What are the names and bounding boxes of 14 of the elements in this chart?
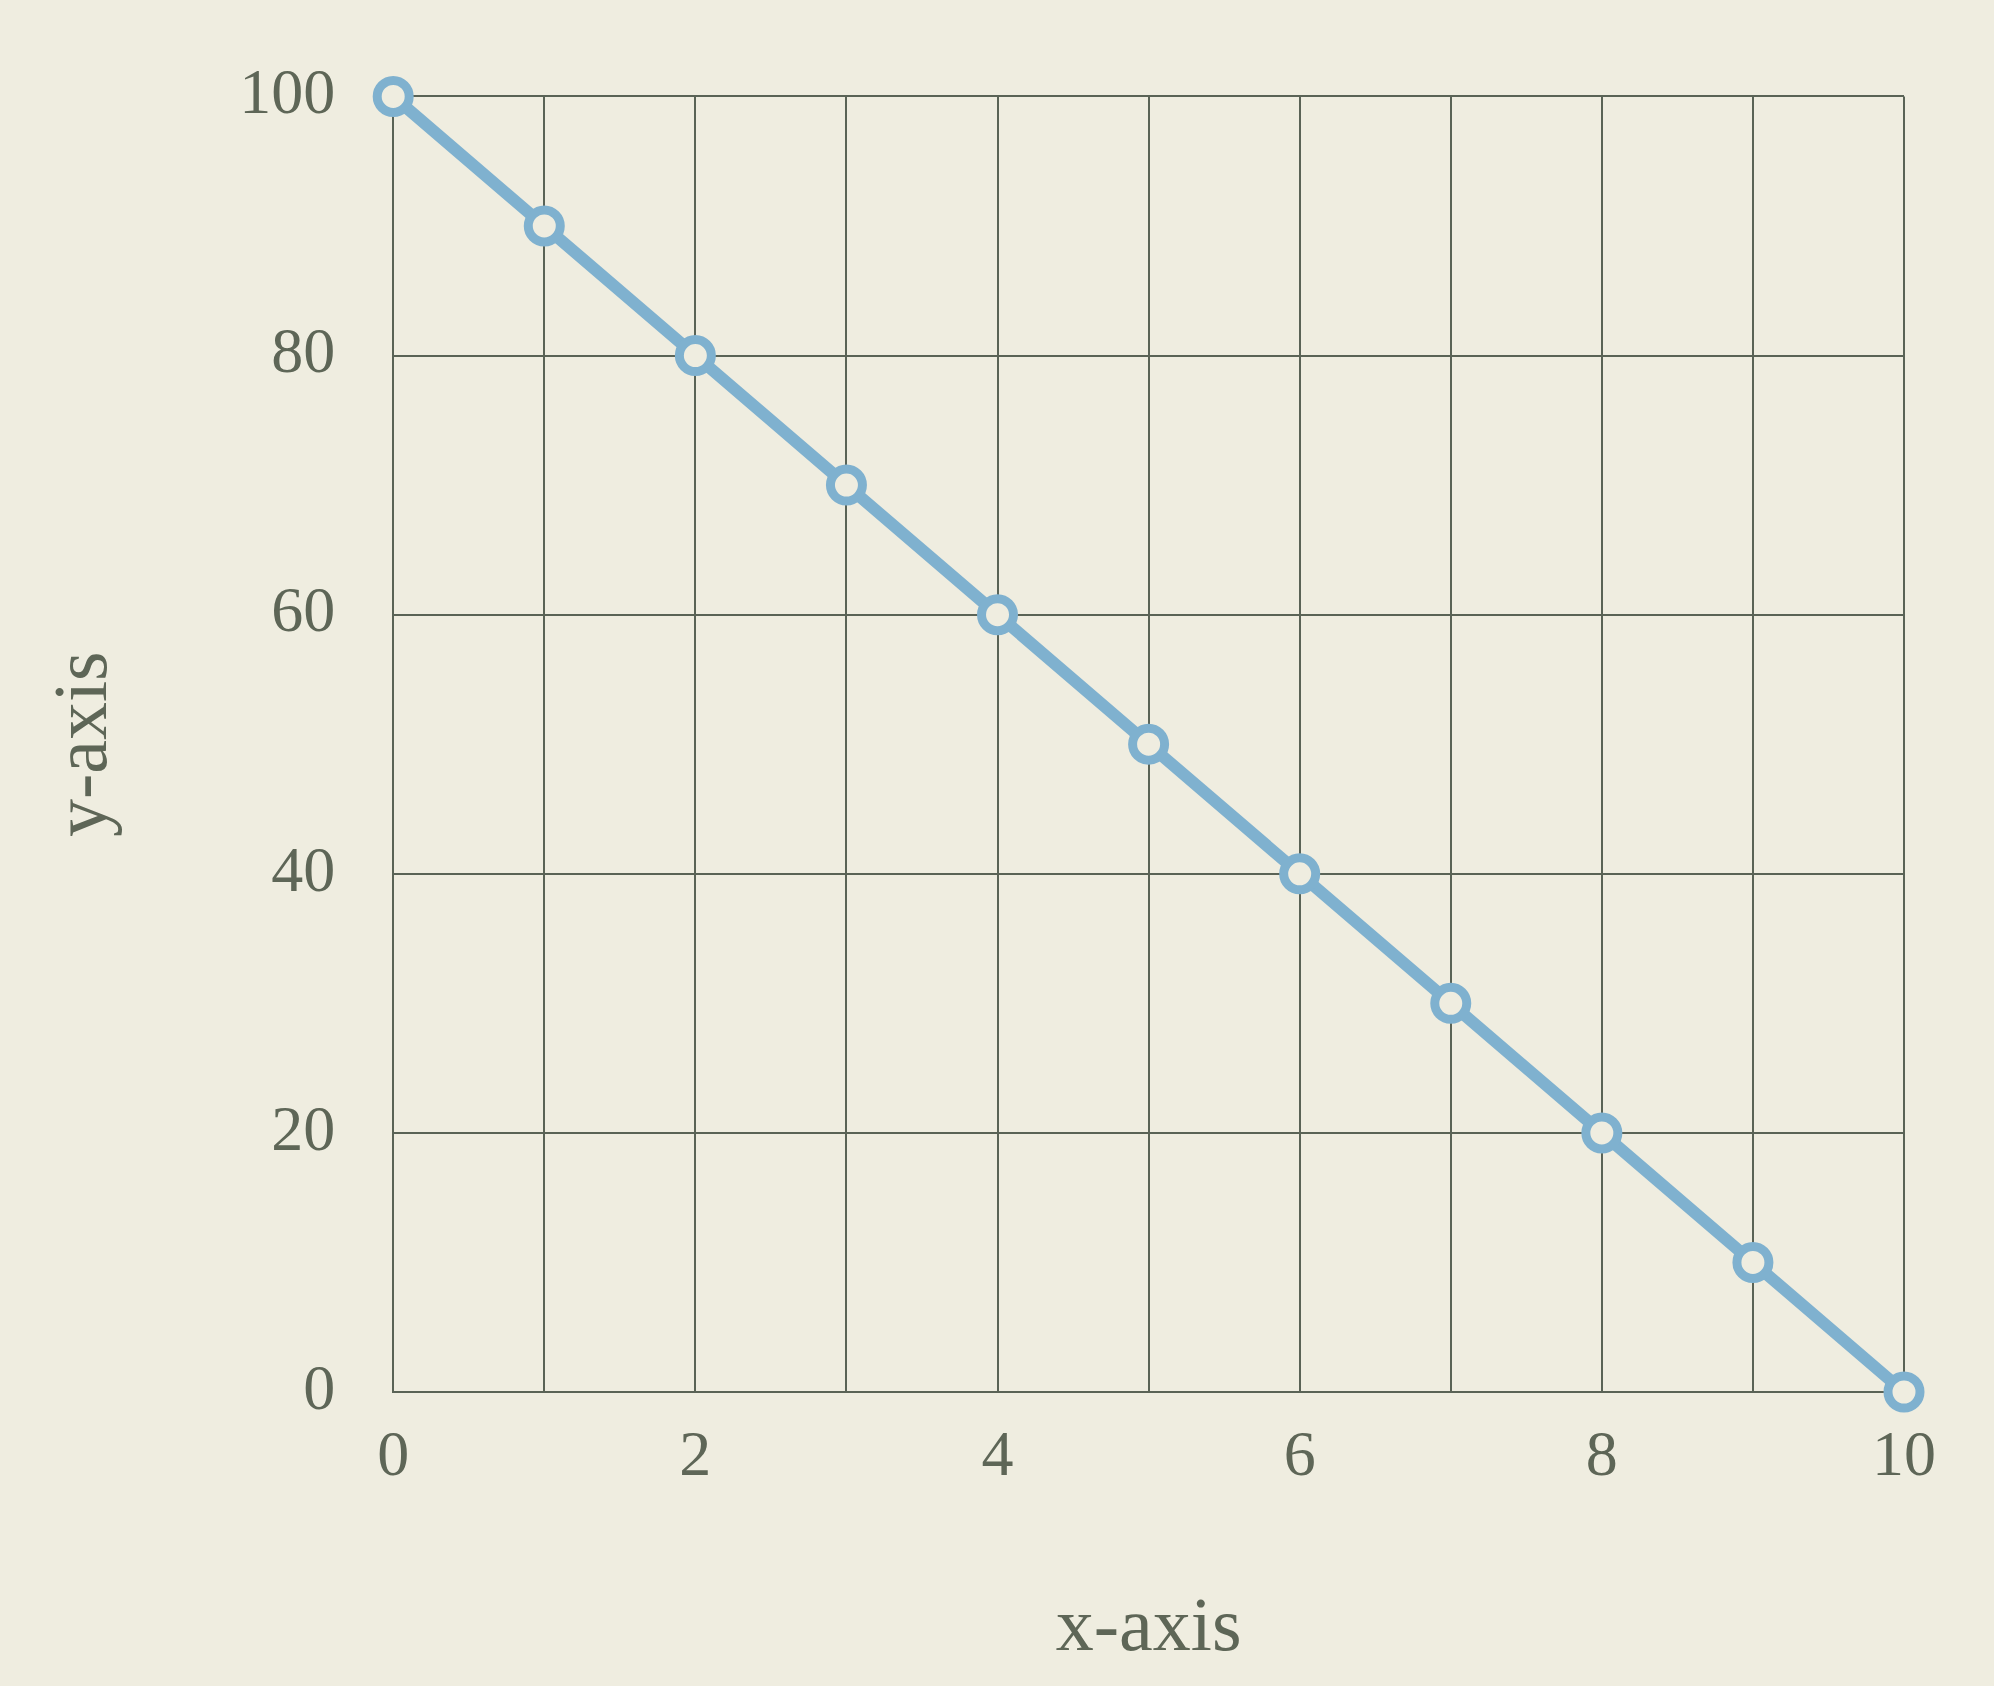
x-tick-label: 8 xyxy=(1585,1418,1618,1490)
y-tick-label: 40 xyxy=(271,833,336,905)
y-tick-label: 20 xyxy=(271,1092,336,1164)
y-tick-label: 80 xyxy=(271,315,336,387)
y-tick-label: 100 xyxy=(239,56,336,128)
x-tick-label: 4 xyxy=(981,1418,1014,1490)
x-tick-label: 6 xyxy=(1283,1418,1316,1490)
y-axis-title: y-axis xyxy=(37,651,122,838)
x-tick-label: 2 xyxy=(679,1418,712,1490)
y-tick-label: 60 xyxy=(271,574,336,646)
x-tick-label: 0 xyxy=(377,1418,410,1490)
x-tick-label: 10 xyxy=(1872,1418,1936,1490)
y-tick-label: 0 xyxy=(303,1351,336,1423)
x-axis-title: x-axis xyxy=(1055,1582,1242,1667)
